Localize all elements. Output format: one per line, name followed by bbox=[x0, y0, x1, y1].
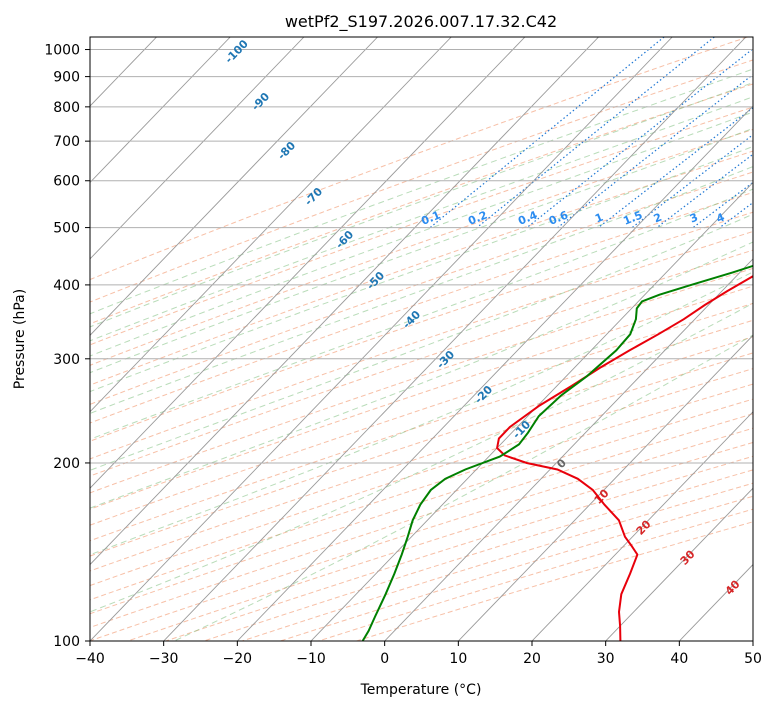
mixing-ratio-label: 6 bbox=[753, 211, 765, 226]
dry-adiabat-line bbox=[90, 398, 753, 615]
dry-adiabat-line bbox=[90, 150, 753, 386]
dry-adiabat-line bbox=[165, 455, 753, 641]
isotherm-line bbox=[237, 105, 753, 641]
isotherm-line bbox=[90, 37, 305, 260]
x-tick-label: −20 bbox=[223, 651, 253, 667]
y-tick-label: 400 bbox=[53, 278, 80, 294]
moist-adiabat-line bbox=[90, 68, 753, 315]
moist-adiabat-line bbox=[90, 127, 753, 374]
line-labels: -100-90-80-70-60-50-40-30-20-10010203040… bbox=[222, 37, 765, 598]
x-tick-label: 30 bbox=[597, 651, 615, 667]
dry-adiabat-line bbox=[356, 521, 753, 641]
mixing-ratio-label: 1.5 bbox=[621, 208, 644, 227]
mixing-ratio-line bbox=[476, 37, 715, 229]
isotherm-line bbox=[531, 411, 753, 641]
dry-adiabat-line bbox=[280, 495, 753, 641]
mixing-ratio-label: 0.6 bbox=[547, 208, 570, 227]
moist-adiabat-line bbox=[90, 188, 753, 440]
moist-adiabat-line bbox=[90, 96, 753, 342]
dry-adiabat-line bbox=[90, 59, 753, 303]
dry-adiabat-line bbox=[90, 37, 748, 281]
mixing-ratio-line bbox=[597, 106, 753, 229]
isotherm-line bbox=[310, 181, 753, 641]
y-tick-label: 500 bbox=[53, 221, 80, 237]
moist-adiabat-line bbox=[90, 271, 753, 556]
isotherm-line bbox=[458, 334, 753, 641]
moist-adiabat-line bbox=[90, 241, 753, 509]
isotherm-label: 20 bbox=[634, 517, 654, 537]
profile-series bbox=[361, 264, 753, 641]
background-lines bbox=[0, 37, 775, 641]
dry-adiabat-line bbox=[241, 482, 753, 641]
dry-adiabat-line bbox=[90, 211, 753, 442]
isotherm-line bbox=[90, 37, 378, 336]
y-tick-label: 100 bbox=[53, 634, 80, 650]
mixing-ratio-label: 0.4 bbox=[516, 208, 539, 227]
x-tick-label: 40 bbox=[670, 651, 688, 667]
y-tick-label: 1000 bbox=[44, 43, 80, 59]
isotherm-label: -100 bbox=[222, 37, 251, 66]
isotherm-line bbox=[90, 37, 452, 413]
mixing-ratio-label: 1 bbox=[593, 211, 605, 226]
mixing-ratio-label: 0.2 bbox=[466, 208, 489, 227]
x-tick-label: −10 bbox=[296, 651, 326, 667]
x-tick-label: −40 bbox=[75, 651, 105, 667]
mixing-ratio-line bbox=[656, 153, 753, 229]
mixing-ratio-label: 4 bbox=[715, 211, 727, 226]
isotherm-line bbox=[605, 487, 753, 641]
dry-adiabat-line bbox=[90, 191, 753, 424]
y-tick-label: 600 bbox=[53, 174, 80, 190]
moist-adiabat-line bbox=[90, 111, 753, 357]
x-tick-label: 0 bbox=[380, 651, 389, 667]
moist-adiabat-line bbox=[90, 302, 753, 613]
dry-adiabat-line bbox=[90, 128, 753, 366]
x-tick-label: 10 bbox=[449, 651, 467, 667]
profile-series-line-0 bbox=[496, 275, 753, 641]
mixing-ratio-line bbox=[429, 37, 665, 229]
isotherm-line bbox=[90, 37, 526, 489]
isotherm-label: -90 bbox=[249, 90, 272, 114]
isotherm-label: -50 bbox=[364, 269, 387, 293]
isotherm-line bbox=[0, 37, 9, 641]
mixing-ratio-label: 2 bbox=[652, 211, 664, 226]
dry-adiabat-line bbox=[90, 427, 753, 641]
moist-adiabat-line bbox=[90, 82, 753, 328]
dry-adiabat-line bbox=[90, 106, 753, 346]
x-tick-label: −30 bbox=[149, 651, 179, 667]
isotherm-line bbox=[163, 37, 747, 641]
dry-adiabat-line bbox=[318, 508, 753, 641]
chart-title: wetPf2_S197.2026.007.17.32.C42 bbox=[285, 12, 557, 32]
dry-adiabat-line bbox=[90, 171, 753, 405]
moist-adiabat-line bbox=[90, 213, 753, 471]
isotherm-line bbox=[90, 37, 673, 641]
mixing-ratio-line bbox=[759, 37, 775, 228]
profile-series-line-1 bbox=[361, 264, 753, 641]
mixing-ratio-label: 3 bbox=[688, 211, 700, 226]
x-tick-label: 50 bbox=[744, 651, 762, 667]
x-axis-label: Temperature (°C) bbox=[360, 682, 482, 698]
x-tick-label: 20 bbox=[523, 651, 541, 667]
y-tick-label: 300 bbox=[53, 352, 80, 368]
isotherm-label: 30 bbox=[678, 547, 698, 567]
plot-frame bbox=[89, 36, 754, 642]
isotherm-line bbox=[752, 640, 753, 641]
moist-adiabat-line bbox=[90, 166, 753, 414]
y-tick-label: 900 bbox=[53, 70, 80, 86]
isotherm-line bbox=[90, 37, 231, 184]
y-tick-label: 800 bbox=[53, 100, 80, 116]
isotherm-label: -60 bbox=[333, 228, 356, 252]
y-axis-label: Pressure (hPa) bbox=[12, 289, 28, 389]
isotherm-label: -30 bbox=[434, 348, 457, 372]
isotherm-label: -80 bbox=[275, 139, 298, 163]
isotherm-line bbox=[384, 258, 753, 641]
y-tick-label: 700 bbox=[53, 134, 80, 150]
isotherm-line bbox=[90, 37, 599, 566]
dry-adiabat-line bbox=[127, 441, 753, 641]
dry-adiabat-line bbox=[90, 83, 753, 325]
isotherm-label: 40 bbox=[723, 577, 743, 597]
axes: −40 −30 −20 −10 0 10 20 30 40 50 1000 900 800 700 600 5… bbox=[44, 43, 762, 667]
y-tick-label: 200 bbox=[53, 456, 80, 472]
